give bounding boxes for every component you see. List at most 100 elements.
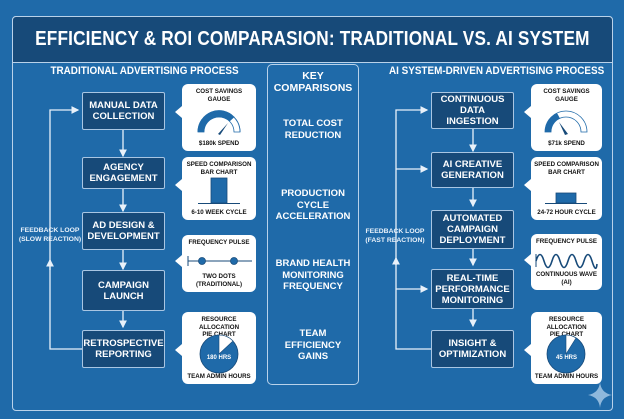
step-label-line1: AGENCY bbox=[103, 162, 144, 173]
callout-title: FREQUENCY PULSE bbox=[535, 238, 598, 245]
callout-title-line1: RESOURCE ALLOCATION bbox=[198, 316, 240, 331]
step-label-line1: MANUAL DATA bbox=[89, 100, 158, 111]
step-label-line2: OPTIMIZATION bbox=[438, 349, 507, 360]
step-label-line1: RETROSPECTIVE bbox=[83, 338, 164, 349]
step-campaign-launch: CAMPAIGN LAUNCH bbox=[82, 270, 165, 311]
callout-resource-allocation-pie: RESOURCE ALLOCATION PIE CHART 45 HRS TEAM… bbox=[524, 312, 602, 384]
comparison-brand-health-monitoring-frequency: BRAND HEALTH MONITORING FREQUENCY bbox=[268, 258, 358, 293]
callout-title-line2: GAUGE bbox=[207, 95, 231, 103]
title-bar: EFFICIENCY & ROI COMPARASION: TRADITIONA… bbox=[12, 16, 613, 63]
comparison-production-cycle-acceleration: PRODUCTION CYCLE ACCELERATION bbox=[268, 188, 358, 223]
step-label-line1: AI CREATIVE bbox=[442, 159, 503, 170]
step-label-line1: INSIGHT & bbox=[448, 338, 497, 349]
step-label-line2: COLLECTION bbox=[92, 111, 155, 122]
step-label-line3: DEPLOYMENT bbox=[439, 235, 506, 246]
callout-frequency-pulse: FREQUENCY PULSE CONTINUOUS WAVE (AI) bbox=[524, 234, 602, 290]
step-label-line2: LAUNCH bbox=[103, 290, 144, 302]
callout-title: FREQUENCY PULSE bbox=[188, 239, 250, 246]
callout-title-line1: SPEED COMPARISON bbox=[186, 161, 252, 168]
ai-feedback-loop-label: FEEDBACK LOOP (FAST REACTION) bbox=[362, 227, 428, 245]
item-line1: PRODUCTION bbox=[281, 188, 345, 199]
step-label-line2: GENERATION bbox=[441, 170, 504, 181]
callout-footer: CONTINUOUS WAVE (AI) bbox=[535, 271, 598, 286]
callout-footer: $71k SPEND bbox=[548, 139, 585, 147]
traditional-heading: TRADITIONAL ADVERTISING PROCESS bbox=[50, 65, 239, 77]
callout-footer: TEAM ADMIN HOURS bbox=[187, 372, 251, 380]
item-line1: TEAM bbox=[299, 328, 327, 339]
item-line1: BRAND HEALTH bbox=[275, 258, 351, 269]
comparison-total-cost-reduction: TOTAL COST REDUCTION bbox=[268, 118, 358, 141]
step-label-line2: ENGAGEMENT bbox=[89, 173, 158, 184]
feedback-loop-line2: (SLOW REACTION) bbox=[18, 236, 82, 243]
four-point-star-icon bbox=[588, 382, 612, 408]
step-label-line2: PERFORMANCE bbox=[435, 283, 510, 295]
heading-line2: COMPARISONS bbox=[273, 82, 353, 94]
gauge-chart-icon bbox=[544, 110, 588, 135]
step-real-time-performance-monitoring: REAL-TIME PERFORMANCE MONITORING bbox=[431, 269, 514, 309]
two-dots-pulse-icon bbox=[187, 256, 252, 266]
step-manual-data-collection: MANUAL DATA COLLECTION bbox=[82, 92, 165, 130]
pie-chart-icon bbox=[199, 334, 239, 374]
callout-cost-savings-gauge: COST SAVINGS GAUGE $71k SPEND bbox=[524, 84, 602, 151]
step-label-line2: DEVELOPMENT bbox=[87, 231, 160, 242]
item-line2: EFFICIENCY bbox=[284, 339, 342, 351]
step-ad-design-development: AD DESIGN & DEVELOPMENT bbox=[82, 212, 165, 250]
callout-footer-line1: TWO DOTS bbox=[202, 273, 236, 280]
step-label-line2: CAMPAIGN bbox=[446, 224, 498, 235]
callout-footer: 6-10 WEEK CYCLE bbox=[191, 208, 247, 216]
ai-heading: AI SYSTEM-DRIVEN ADVERTISING PROCESS bbox=[388, 65, 605, 77]
step-label-line1: REAL-TIME bbox=[446, 272, 499, 284]
feedback-loop-line1: FEEDBACK LOOP bbox=[365, 228, 425, 235]
step-agency-engagement: AGENCY ENGAGEMENT bbox=[82, 157, 165, 189]
step-continuous-data-ingestion: CONTINUOUS DATA INGESTION bbox=[431, 92, 514, 129]
item-line3: ACCELERATION bbox=[275, 211, 351, 222]
callout-title-line1: COST SAVINGS bbox=[543, 88, 590, 95]
callout-footer: 24-72 HOUR CYCLE bbox=[537, 208, 596, 216]
callout-footer: TEAM ADMIN HOURS bbox=[534, 372, 599, 380]
callout-frequency-pulse: FREQUENCY PULSE TWO DOTS (TRADITIONAL) bbox=[175, 235, 256, 292]
item-line3: GAINS bbox=[297, 351, 329, 362]
gauge-chart-icon bbox=[197, 110, 241, 135]
step-automated-campaign-deployment: AUTOMATED CAMPAIGN DEPLOYMENT bbox=[431, 210, 514, 249]
step-label-line1: CONTINUOUS bbox=[440, 94, 505, 105]
bar-chart-icon bbox=[198, 177, 240, 204]
step-label-line1: AD DESIGN & bbox=[92, 220, 155, 231]
step-retrospective-reporting: RETROSPECTIVE REPORTING bbox=[82, 330, 165, 368]
pie-center-value: 180 HRS bbox=[206, 355, 232, 361]
traditional-feedback-loop-label: FEEDBACK LOOP (SLOW REACTION) bbox=[18, 226, 82, 244]
callout-resource-allocation-pie: RESOURCE ALLOCATION PIE CHART 180 HRS TEA… bbox=[175, 312, 256, 384]
item-line2: CYCLE bbox=[296, 199, 330, 211]
pie-chart-icon bbox=[546, 334, 586, 374]
callout-title-line1: SPEED COMPARISON bbox=[534, 161, 599, 168]
page-title: EFFICIENCY & ROI COMPARASION: TRADITIONA… bbox=[35, 28, 590, 50]
feedback-loop-line1: FEEDBACK LOOP bbox=[20, 227, 80, 234]
callout-title-line2: BAR CHART bbox=[548, 168, 585, 176]
callout-title-line2: BAR CHART bbox=[200, 168, 238, 176]
callout-footer-line2: (TRADITIONAL) bbox=[195, 280, 243, 288]
feedback-loop-line2: (FAST REACTION) bbox=[365, 237, 425, 244]
bar-chart-icon bbox=[545, 192, 587, 204]
callout-footer: $180k SPEND bbox=[198, 139, 240, 147]
callout-cost-savings-gauge: COST SAVINGS GAUGE $180k SPEND bbox=[175, 84, 256, 151]
callout-title-line2: PIE CHART bbox=[549, 331, 584, 338]
step-label-line1: CAMPAIGN bbox=[97, 279, 150, 291]
callout-title-line2: GAUGE bbox=[555, 95, 578, 103]
step-label-line2: DATA INGESTION bbox=[446, 105, 499, 127]
comparison-team-efficiency-gains: TEAM EFFICIENCY GAINS bbox=[268, 328, 358, 363]
pie-center-value: 45 HRS bbox=[555, 355, 577, 361]
key-comparisons-heading: KEY COMPARISONS bbox=[268, 70, 358, 94]
step-insight-optimization: INSIGHT & OPTIMIZATION bbox=[431, 330, 514, 368]
callout-title-line1: RESOURCE ALLOCATION bbox=[546, 316, 587, 331]
step-label-line3: MONITORING bbox=[441, 294, 504, 306]
key-comparisons-panel: KEY COMPARISONS TOTAL COST REDUCTION PRO… bbox=[267, 64, 359, 385]
item-line2: MONITORING bbox=[282, 269, 344, 281]
step-label-line1: AUTOMATED bbox=[442, 213, 503, 224]
callout-title-line1: COST SAVINGS bbox=[195, 88, 243, 95]
callout-title-line2: PIE CHART bbox=[202, 331, 236, 338]
item-line2: REDUCTION bbox=[284, 129, 342, 141]
callout-speed-comparison-bar-chart: SPEED COMPARISON BAR CHART 6-10 WEEK CYCL… bbox=[175, 157, 256, 220]
item-line3: FREQUENCY bbox=[283, 281, 343, 292]
step-ai-creative-generation: AI CREATIVE GENERATION bbox=[431, 152, 514, 188]
item-line1: TOTAL COST bbox=[283, 118, 343, 129]
